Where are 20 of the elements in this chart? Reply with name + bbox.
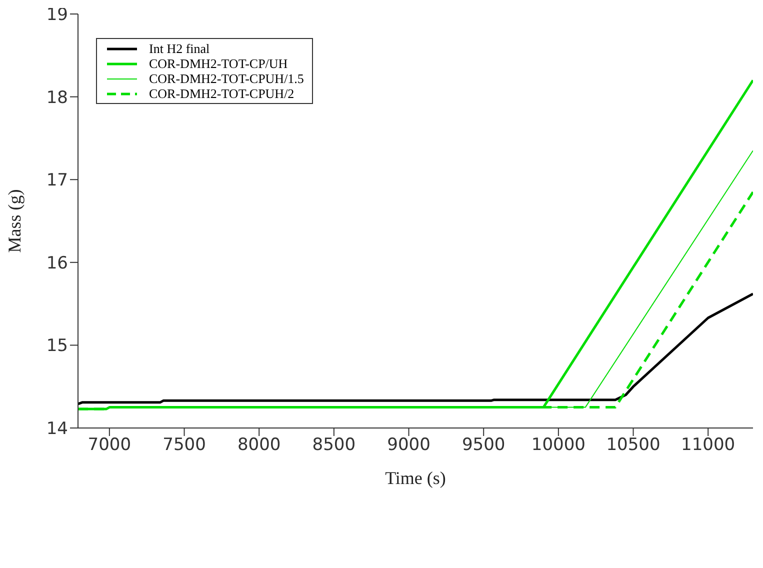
x-tick-label: 8000 <box>237 435 281 456</box>
x-tick-label: 7000 <box>88 435 132 456</box>
x-axis-title: Time (s) <box>385 468 446 488</box>
legend-label: Int H2 final <box>149 40 210 56</box>
y-tick-label: 15 <box>46 336 68 356</box>
x-tick-label: 7500 <box>162 435 206 456</box>
y-tick-label: 16 <box>46 253 68 274</box>
legend-label: COR-DMH2-TOT-CPUH/1.5 <box>149 70 304 86</box>
y-axis-title: Mass (g) <box>4 189 24 253</box>
x-tick-label: 11000 <box>681 435 736 456</box>
y-tick-label: 17 <box>46 170 68 191</box>
legend-label: COR-DMH2-TOT-CPUH/2 <box>149 86 294 102</box>
x-tick-label: 8500 <box>312 435 356 456</box>
legend-label: COR-DMH2-TOT-CP/UH <box>149 56 288 72</box>
x-tick-label: 10000 <box>531 435 586 456</box>
x-tick-label: 9500 <box>462 435 506 456</box>
x-tick-label: 10500 <box>606 435 660 456</box>
y-tick-label: 18 <box>46 88 68 108</box>
y-tick-label: 14 <box>46 419 68 440</box>
x-tick-label: 9000 <box>387 435 430 456</box>
